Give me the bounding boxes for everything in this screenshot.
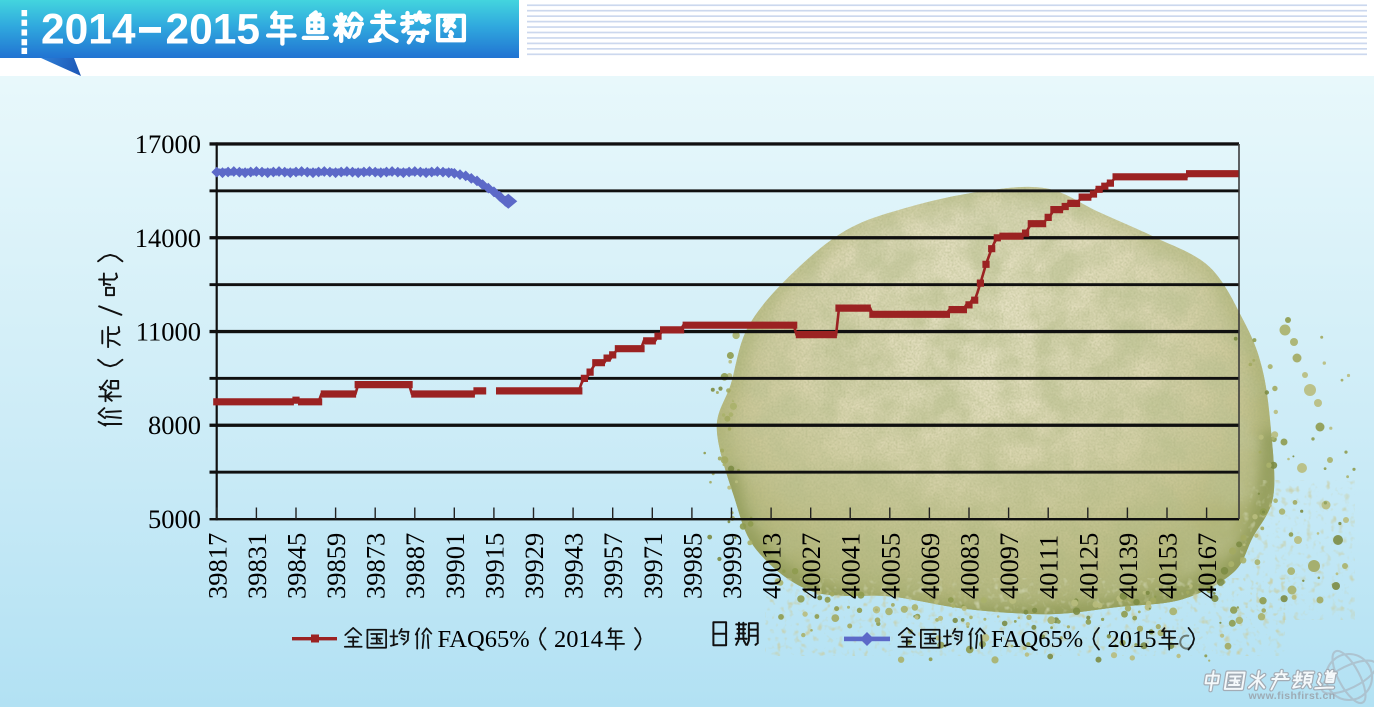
svg-text:39957: 39957	[598, 533, 628, 599]
svg-text:39873: 39873	[361, 533, 391, 599]
svg-text:39999: 39999	[717, 533, 747, 599]
svg-text:40097: 40097	[994, 533, 1024, 599]
svg-text:40069: 40069	[915, 533, 945, 599]
svg-text:2015: 2015	[166, 7, 261, 54]
svg-text:8000: 8000	[148, 410, 201, 440]
svg-text:40027: 40027	[796, 533, 826, 599]
svg-text:39915: 39915	[479, 533, 509, 599]
svg-text:39985: 39985	[677, 533, 707, 599]
svg-text:40153: 40153	[1153, 533, 1183, 599]
svg-text:40013: 40013	[757, 533, 787, 599]
svg-text:2015: 2015	[1108, 626, 1157, 653]
svg-text:17000: 17000	[135, 129, 201, 159]
svg-text:FAQ65%: FAQ65%	[991, 626, 1083, 653]
svg-text:40055: 40055	[875, 533, 905, 599]
svg-text:www.fishfirst.cn: www.fishfirst.cn	[1247, 690, 1335, 702]
svg-text:40125: 40125	[1073, 533, 1103, 599]
svg-text:39901: 39901	[440, 533, 470, 599]
svg-text:40111: 40111	[1034, 535, 1064, 599]
svg-text:40139: 40139	[1113, 533, 1143, 599]
svg-text:14000: 14000	[135, 223, 201, 253]
svg-text:39943: 39943	[559, 533, 589, 599]
svg-text:40083: 40083	[955, 533, 985, 599]
svg-text:39817: 39817	[202, 533, 232, 599]
svg-text:2014: 2014	[554, 626, 603, 653]
svg-text:39971: 39971	[638, 533, 668, 599]
svg-text:40041: 40041	[836, 533, 866, 599]
svg-text:11000: 11000	[136, 317, 201, 347]
svg-text:FAQ65%: FAQ65%	[438, 626, 530, 653]
svg-text:39887: 39887	[400, 533, 430, 599]
svg-text:40167: 40167	[1192, 533, 1222, 599]
svg-text:39831: 39831	[242, 533, 272, 599]
svg-text:39845: 39845	[282, 533, 312, 599]
svg-text:39859: 39859	[321, 533, 351, 599]
svg-text:5000: 5000	[148, 504, 201, 534]
svg-text:2014: 2014	[41, 7, 136, 54]
svg-text:39929: 39929	[519, 533, 549, 599]
